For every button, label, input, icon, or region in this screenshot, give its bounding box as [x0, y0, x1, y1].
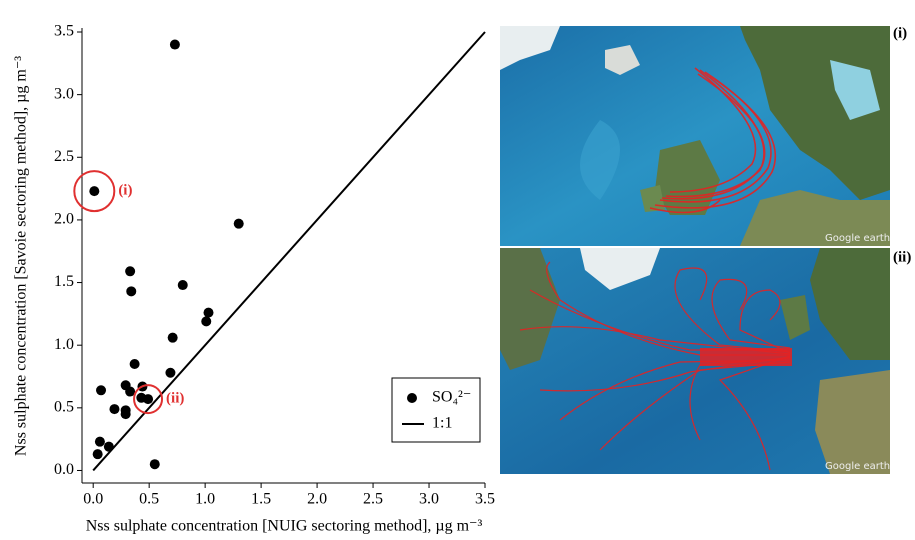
point — [169, 39, 180, 50]
identity-line — [92, 31, 486, 472]
legend-label: 1:1 — [432, 415, 452, 432]
legend-marker — [407, 393, 417, 403]
map-credit: Google earth — [825, 461, 890, 472]
map-panel: Google earth — [500, 26, 890, 246]
x-tick-label: 3.5 — [475, 491, 495, 508]
map-credit: Google earth — [825, 233, 890, 244]
annotation: (ii) — [166, 391, 184, 407]
y-tick-label: 0.0 — [54, 461, 74, 478]
y-tick-label: 2.5 — [54, 148, 74, 165]
point — [203, 307, 214, 318]
map-panel: Google earth — [500, 248, 890, 474]
point — [125, 266, 136, 277]
x-tick-label: 2.5 — [363, 491, 383, 508]
point — [149, 459, 160, 470]
point — [120, 409, 131, 420]
x-tick-label: 1.0 — [195, 491, 215, 508]
x-tick-label: 0.0 — [83, 491, 103, 508]
map-label: (i) — [893, 25, 907, 41]
point — [167, 332, 178, 343]
y-axis-label: Nss sulphate concentration [Savoie secto… — [13, 56, 30, 456]
point — [165, 367, 176, 378]
point — [89, 186, 100, 197]
y-tick-label: 3.0 — [54, 85, 74, 102]
point — [143, 394, 154, 405]
legend-box — [391, 377, 481, 443]
point — [129, 358, 140, 369]
x-tick-label: 0.5 — [139, 491, 159, 508]
y-tick-label: 0.5 — [54, 399, 74, 416]
annotation-circle — [73, 170, 116, 213]
x-axis-label: Nss sulphate concentration [NUIG sectori… — [86, 518, 483, 535]
point — [92, 449, 103, 460]
y-tick-label: 1.0 — [54, 336, 74, 353]
point — [103, 441, 114, 452]
x-tick-label: 1.5 — [251, 491, 271, 508]
point — [96, 385, 107, 396]
point — [201, 316, 212, 327]
point — [109, 404, 120, 415]
y-tick-label: 1.5 — [54, 273, 74, 290]
y-tick-label: 2.0 — [54, 211, 74, 228]
point — [94, 436, 105, 447]
x-tick-label: 2.0 — [307, 491, 327, 508]
map-label: (ii) — [893, 249, 911, 265]
x-tick-label: 3.0 — [419, 491, 439, 508]
point — [126, 286, 137, 297]
point — [125, 386, 136, 397]
annotation: (i) — [118, 183, 132, 199]
point — [177, 280, 188, 291]
y-tick-label: 3.5 — [54, 23, 74, 40]
annotation-circle — [133, 384, 164, 415]
point — [233, 218, 244, 229]
legend-label: SO₄²⁻ — [432, 389, 471, 406]
